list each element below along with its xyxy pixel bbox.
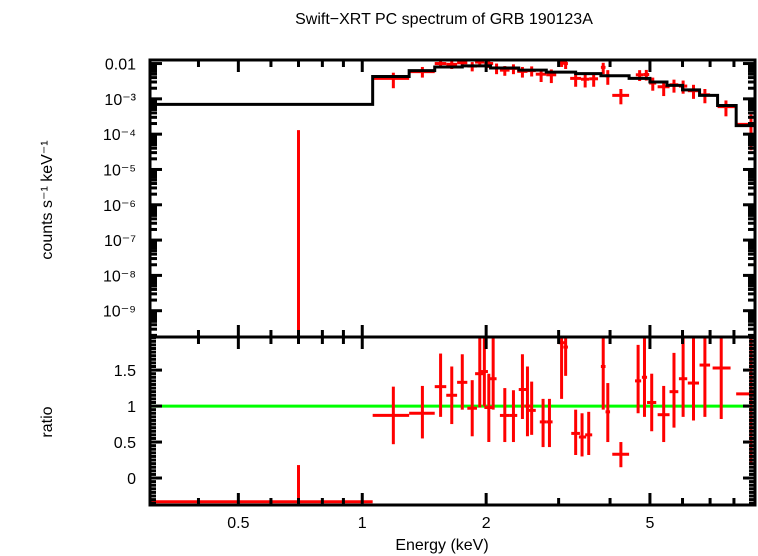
- spectrum-data-point: [717, 100, 737, 117]
- spectrum-data-point: [605, 70, 611, 85]
- ratio-data-point: [647, 373, 657, 432]
- ratio-axes: 0.5 1 2 5 0 0.5 1 1.5: [114, 335, 757, 532]
- y-tick-label-spectrum: 0.01: [105, 57, 136, 74]
- ratio-data-point: [687, 337, 700, 421]
- ratio-data-point: [669, 352, 679, 428]
- ratio-data-point: [150, 465, 373, 505]
- spectrum-data-point: [563, 60, 568, 70]
- ratio-data-point: [571, 409, 580, 455]
- ratio-data-point: [635, 344, 642, 414]
- y-tick-label-spectrum: 10⁻⁹: [103, 304, 136, 321]
- ratio-data-point: [641, 337, 648, 417]
- y-tick-label-spectrum: 10⁻⁷: [104, 233, 136, 250]
- ratio-data-point: [518, 354, 527, 420]
- ratio-data-point: [480, 337, 488, 407]
- ratio-data-point: [657, 385, 670, 443]
- ratio-data-point: [372, 386, 410, 445]
- ratio-data-point: [605, 383, 611, 443]
- ratio-data-point: [409, 385, 435, 439]
- ratio-data-point: [612, 442, 630, 468]
- ratio-data-point: [539, 398, 547, 448]
- y-tick-label-spectrum: 10⁻⁶: [103, 198, 136, 215]
- ratio-data-point: [585, 411, 593, 455]
- ratio-data-point: [524, 366, 531, 437]
- spectrum-panel: 0.01 10⁻³ 10⁻⁴ 10⁻⁵ 10⁻⁶ 10⁻⁷ 10⁻⁸ 10⁻⁹: [103, 57, 757, 339]
- ratio-data-point: [528, 381, 536, 435]
- ratio-data-point: [489, 337, 497, 410]
- ratio-data-point: [467, 380, 477, 437]
- spectrum-data-point: [589, 73, 599, 87]
- ratio-data-point: [499, 388, 510, 443]
- spectrum-data-point: [600, 62, 606, 75]
- ratio-panel: 0.5 1 2 5 0 0.5 1 1.5: [114, 335, 757, 532]
- spectrum-data-point: [580, 73, 590, 88]
- ratio-data-point: [509, 390, 518, 443]
- ratio-data-point: [457, 354, 468, 410]
- ratio-data-point: [712, 337, 731, 420]
- y-tick-label-ratio: 0: [127, 471, 136, 488]
- chart-title: Swift−XRT PC spectrum of GRB 190123A: [295, 11, 593, 28]
- ratio-data-layer: [150, 337, 755, 505]
- y-tick-label-ratio: 1.5: [114, 363, 136, 380]
- x-tick-label: 2: [482, 515, 491, 532]
- spectrum-data-point: [409, 66, 435, 78]
- ratio-data-point: [434, 353, 447, 417]
- y-tick-label-spectrum: 10⁻⁸: [103, 268, 136, 285]
- ratio-data-point: [475, 337, 485, 408]
- ratio-data-point: [600, 337, 606, 410]
- ratio-data-point: [578, 413, 587, 457]
- ratio-data-point: [678, 337, 688, 417]
- ratio-data-point: [699, 337, 711, 417]
- y-axis-label-ratio: ratio: [39, 406, 56, 437]
- model-layer: [150, 64, 755, 128]
- spectrum-data-point: [612, 89, 630, 105]
- ratio-data-point: [546, 398, 553, 448]
- x-tick-label: 0.5: [227, 515, 249, 532]
- spectrum-axes: 0.01 10⁻³ 10⁻⁴ 10⁻⁵ 10⁻⁶ 10⁻⁷ 10⁻⁸ 10⁻⁹: [103, 57, 757, 339]
- y-tick-label-spectrum: 10⁻⁵: [103, 162, 136, 179]
- y-axis-label-spectrum: counts s⁻¹ keV⁻¹: [39, 140, 56, 259]
- ratio-data-point: [446, 366, 458, 425]
- ratio-data-point: [563, 337, 568, 376]
- y-tick-label-spectrum: 10⁻⁴: [103, 127, 136, 144]
- spectrum-data-point: [687, 84, 700, 99]
- model-step-line: [150, 64, 755, 128]
- y-tick-label-spectrum: 10⁻³: [104, 92, 136, 109]
- spectrum-data-layer: [296, 60, 755, 337]
- spectrum-plot-frame: [148, 58, 757, 339]
- x-tick-label: 1: [358, 515, 367, 532]
- y-tick-label-ratio: 0.5: [114, 435, 136, 452]
- x-axis-label: Energy (keV): [395, 537, 488, 554]
- x-tick-label: 5: [645, 515, 654, 532]
- y-tick-label-ratio: 1: [127, 399, 136, 416]
